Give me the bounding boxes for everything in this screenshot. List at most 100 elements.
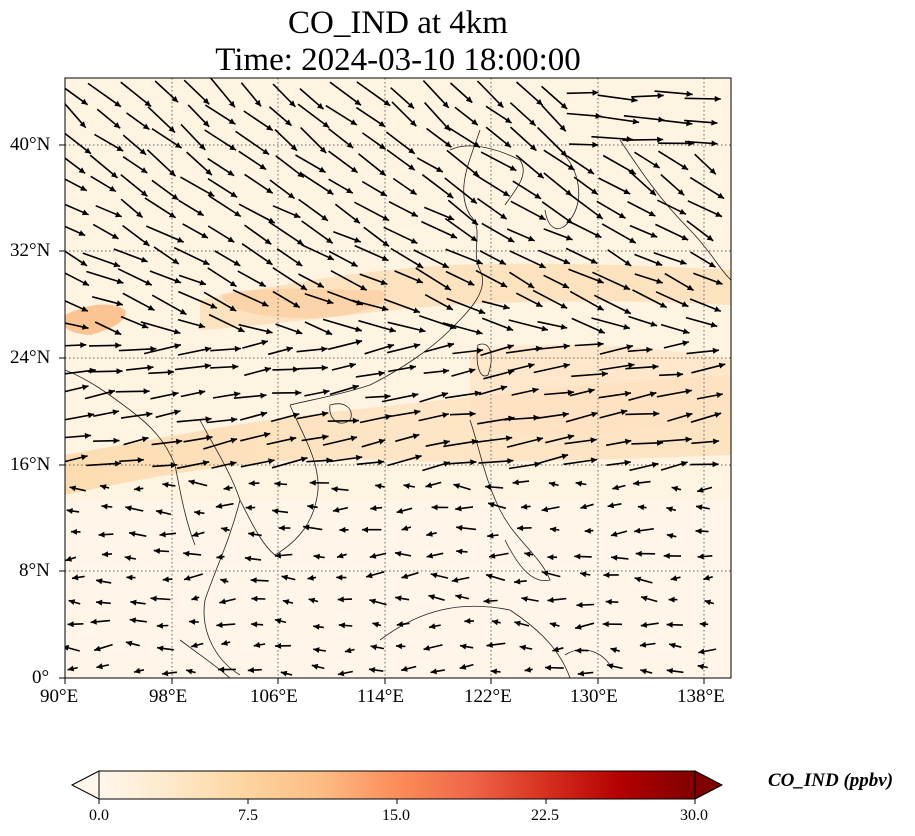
wind-arrow-head: [173, 328, 181, 335]
wind-arrow-head: [150, 346, 157, 352]
wind-arrow-head: [411, 211, 418, 217]
wind-arrow-head: [639, 641, 647, 648]
wind-arrow-shaft: [533, 363, 571, 374]
wind-arrow-head: [575, 480, 583, 487]
wind-arrow-head: [597, 341, 604, 348]
wind-arrow-head: [686, 284, 694, 291]
wind-arrow-head: [207, 190, 215, 197]
wind-arrow-head: [429, 623, 436, 630]
wind-arrow-head: [574, 553, 581, 560]
wind-arrow-head: [587, 168, 594, 174]
wind-arrow-head: [285, 119, 292, 126]
wind-arrow-head: [142, 123, 150, 130]
wind-arrow-head: [295, 389, 302, 396]
wind-arrow-head: [338, 622, 346, 629]
wind-arrow-head: [591, 188, 598, 195]
wind-arrow-head: [464, 618, 471, 624]
wind-arrow-head: [84, 432, 91, 439]
wind-arrow-head: [82, 384, 89, 391]
wind-arrow-head: [598, 328, 605, 334]
wind-arrow-head: [715, 279, 723, 285]
wind-arrow-head: [355, 339, 363, 346]
wind-arrow-head: [96, 663, 103, 670]
wind-arrow-head: [339, 526, 346, 533]
colorbar-tick-label: 15.0: [382, 807, 410, 824]
wind-arrow-head: [248, 531, 255, 538]
wind-arrow-head: [633, 480, 640, 486]
wind-arrow-head: [704, 599, 712, 606]
y-tick-label: 32°N: [10, 240, 51, 261]
wind-arrow-shaft: [117, 268, 153, 286]
wind-arrow-head: [646, 346, 653, 353]
wind-arrow-head: [497, 101, 504, 108]
co-hotspot-myanmar: [65, 304, 126, 335]
wind-arrow-shaft: [419, 315, 457, 330]
wind-arrow-head: [471, 119, 478, 126]
wind-arrow-head: [129, 531, 136, 537]
wind-arrow-head: [266, 328, 273, 335]
wind-arrow-head: [244, 555, 252, 562]
wind-arrow-head: [528, 235, 535, 242]
wind-arrow-shaft: [329, 81, 362, 106]
wind-arrow-shaft: [65, 203, 89, 216]
wind-arrow-head: [601, 371, 608, 377]
wind-arrow-head: [416, 277, 423, 284]
wind-arrow-head: [416, 262, 424, 268]
wind-arrow-head: [685, 436, 692, 443]
wind-arrow-head: [663, 552, 670, 559]
wind-arrow-head: [456, 548, 463, 555]
wind-arrow-shaft: [173, 246, 210, 266]
wind-arrow-head: [290, 144, 297, 151]
wind-arrow-head: [632, 118, 640, 125]
wind-arrow-head: [471, 438, 478, 445]
wind-arrow-shaft: [356, 81, 391, 107]
wind-arrow-head: [443, 124, 451, 131]
wind-arrow-head: [272, 508, 279, 515]
coastline-new-guinea: [564, 649, 611, 666]
coastline-china-east: [289, 129, 483, 406]
wind-arrow-head: [202, 259, 210, 265]
y-tick-label: 0°: [32, 667, 50, 688]
wind-arrow-shaft: [508, 319, 549, 331]
wind-arrow-head: [360, 284, 367, 291]
wind-arrow-head: [247, 667, 254, 674]
wind-arrow-head: [266, 124, 273, 131]
wind-arrow-shaft: [232, 289, 269, 307]
wind-arrow-head: [295, 328, 303, 335]
wind-arrow-head: [657, 439, 664, 446]
wind-arrow-head: [651, 462, 659, 468]
wind-arrow-head: [199, 279, 206, 286]
wind-arrow-head: [153, 548, 160, 554]
wind-arrow-head: [115, 342, 122, 349]
wind-arrow-head: [671, 485, 679, 492]
wind-arrow-head: [378, 438, 386, 445]
wind-arrow-head: [322, 121, 330, 128]
wind-arrow-head: [293, 212, 301, 218]
wind-arrow-head: [451, 577, 459, 583]
wind-arrow-head: [469, 410, 476, 417]
wind-arrow-head: [113, 261, 121, 268]
wind-arrow-head: [507, 458, 514, 464]
wind-arrow-head: [82, 280, 89, 286]
wind-arrow-head: [470, 235, 478, 242]
wind-arrow-head: [547, 597, 554, 603]
wind-arrow-head: [67, 665, 75, 672]
wind-arrow-shaft: [421, 220, 458, 239]
wind-arrow-head: [261, 339, 268, 346]
wind-arrow-head: [167, 369, 174, 376]
wind-arrow-shaft: [422, 80, 450, 109]
wind-arrow-shaft: [82, 252, 121, 268]
wind-arrow-head: [534, 193, 542, 199]
wind-arrow-head: [447, 214, 455, 221]
wind-arrow-head: [567, 434, 575, 440]
wind-arrow-head: [162, 576, 169, 583]
wind-arrow-head: [444, 284, 451, 291]
wind-arrow-head: [413, 307, 420, 314]
wind-arrow-head: [529, 144, 537, 151]
wind-arrow-shaft: [118, 347, 157, 352]
wind-arrow-shaft: [208, 195, 242, 218]
wind-arrow-head: [142, 239, 150, 246]
wind-arrow-shaft: [269, 221, 304, 246]
wind-arrow-head: [233, 260, 241, 266]
x-tick-label: 106°E: [250, 686, 298, 707]
